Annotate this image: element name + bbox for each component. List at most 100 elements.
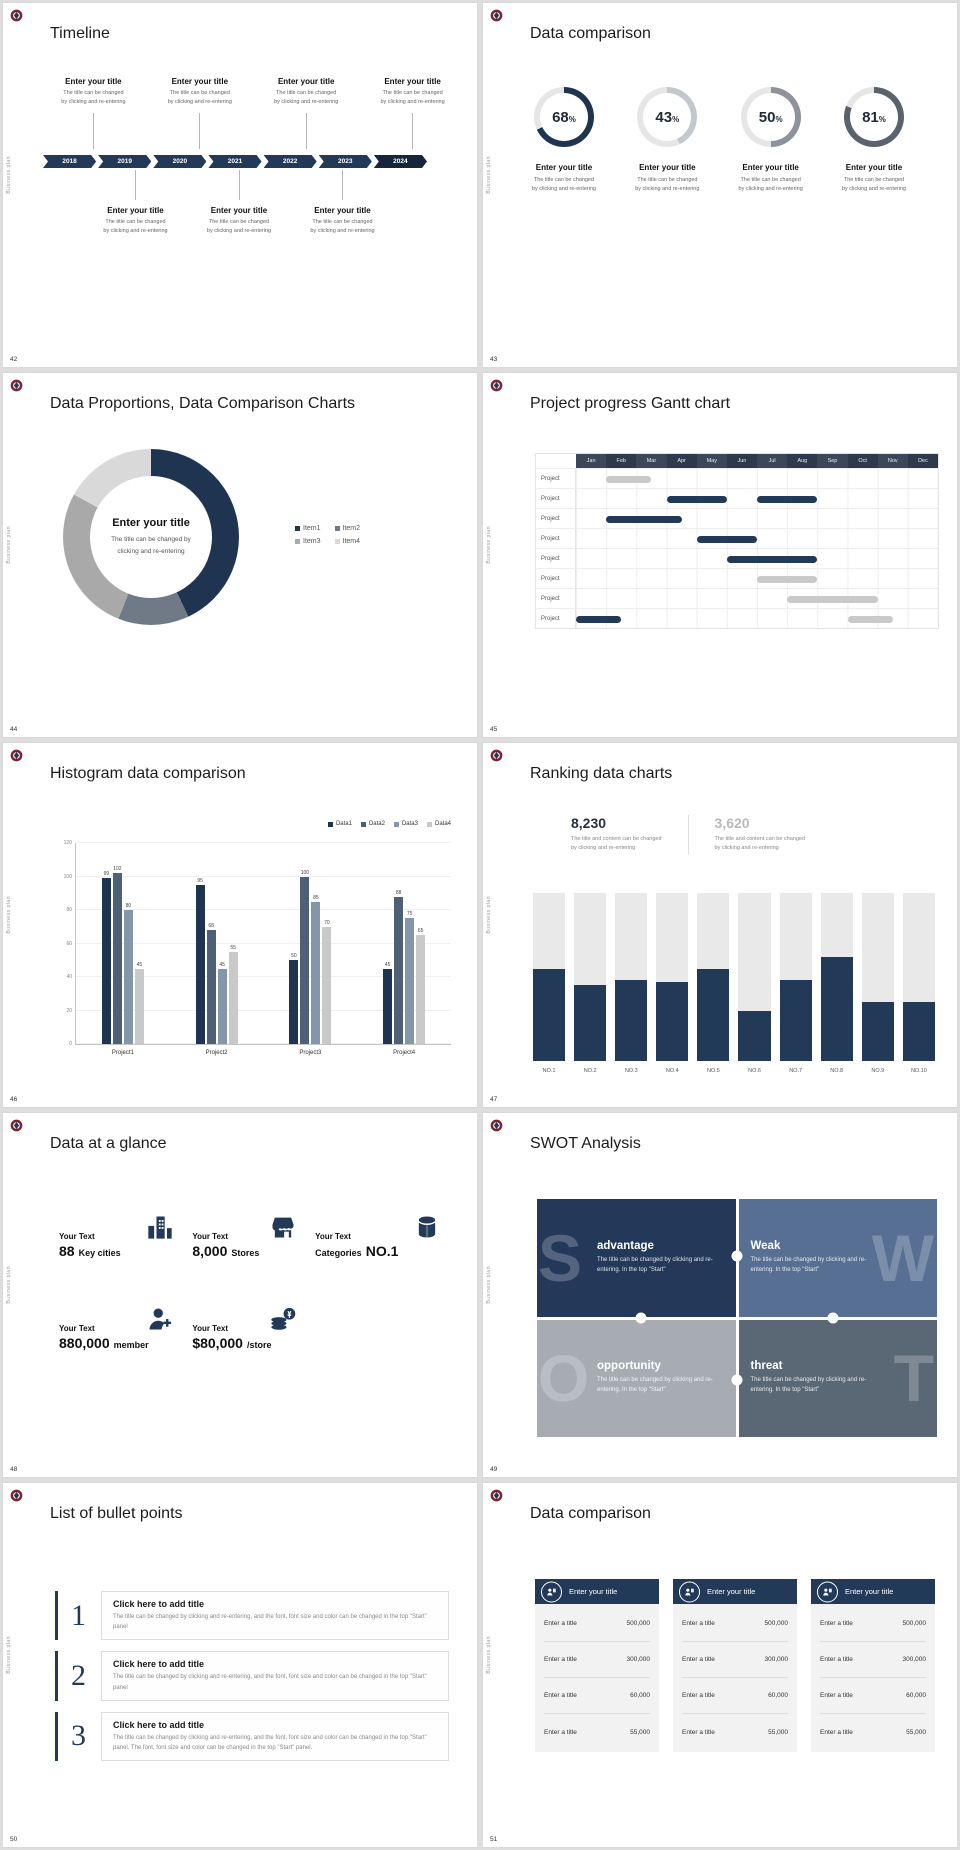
gantt-bar [606, 515, 682, 523]
bullet-content: Click here to add title The title can be … [101, 1711, 449, 1762]
category-label: NO.7 [789, 1068, 803, 1074]
slide-42-timeline[interactable]: Business plan 42 Timeline Enter your tit… [2, 2, 478, 368]
gantt-row-track [576, 569, 938, 588]
bar-value-label: 99 [103, 871, 110, 878]
row-label: Enter a title [682, 1620, 715, 1627]
logo-icon [10, 1489, 23, 1502]
gantt-row: Project [536, 568, 938, 588]
ranking-bar: NO.9 [861, 893, 894, 1074]
category-label: NO.10 [910, 1068, 927, 1074]
swot-heading: opportunity [597, 1360, 661, 1373]
gantt-month-label: Jan [576, 454, 607, 468]
y-axis-tick: 60 [66, 940, 72, 947]
bar-track [574, 893, 607, 1061]
timeline-year-label: 2023 [319, 155, 372, 168]
presenter-icon [541, 1581, 562, 1602]
glance-grid: Your Text 88 Key cities Your Text 8,000 Store… [59, 1213, 441, 1353]
gantt-row-track [576, 609, 938, 628]
slide-44-data-proportions[interactable]: Business plan 44 Data Proportions, Data … [2, 372, 478, 738]
legend-label: Item1 [303, 525, 321, 532]
row-value: 60,000 [768, 1692, 788, 1699]
gantt-row-label: Project [536, 509, 576, 528]
bar-fill [738, 1010, 771, 1061]
row-value: 300,000 [764, 1656, 789, 1663]
timeline-item-title: Enter your title [314, 206, 371, 215]
slide-51-data-comparison-cards[interactable]: Business plan 51 Data comparison Enter y… [482, 1482, 958, 1848]
y-axis-tick: 40 [66, 974, 72, 981]
slide-title: Project progress Gantt chart [530, 395, 731, 412]
legend-label: Item2 [342, 525, 361, 532]
ranking-bar: NO.1 [533, 893, 566, 1074]
slide-48-data-at-a-glance[interactable]: Business plan 48 Data at a glance Your T… [2, 1112, 478, 1478]
stat-text: by clicking and re-entering [738, 186, 803, 193]
logo-icon [490, 379, 503, 392]
legend-item: Data2 [360, 821, 385, 827]
stat-item: Your Text 88 Key cities [59, 1213, 174, 1261]
ranking-bar: NO.8 [820, 893, 853, 1074]
slide-50-bullet-points[interactable]: Business plan 50 List of bullet points 1… [2, 1482, 478, 1848]
y-axis-tick: 100 [63, 873, 72, 880]
stat-text: The title can be changed [637, 177, 698, 183]
side-label: Business plan [6, 155, 12, 194]
slide-title: Ranking data charts [530, 765, 673, 782]
money-coins-icon [269, 1305, 297, 1333]
slide-47-ranking-charts[interactable]: Business plan 47 Ranking data charts 8,2… [482, 742, 958, 1108]
ranking-bar: NO.4 [656, 893, 689, 1074]
gantt-row-label: Project [536, 569, 576, 588]
page-number: 45 [490, 726, 498, 733]
bar-value-label: 68 [208, 923, 214, 930]
bar-group: 99 102 80 45 Project1 [101, 843, 144, 1056]
timeline-item-text: The title can be changed [312, 219, 373, 225]
legend-swatch [360, 821, 366, 827]
gantt-bar [696, 535, 757, 543]
stat-text: by clicking and re-entering [714, 845, 779, 852]
row-label: Enter a title [682, 1728, 715, 1736]
card-header: Enter your title [673, 1579, 797, 1604]
donut-value: 43% [637, 87, 697, 147]
gantt-row-track [576, 489, 938, 508]
slide-title: Data comparison [530, 1505, 651, 1522]
ranking-bar: NO.6 [738, 893, 771, 1074]
stat-value: $80,000 [192, 1335, 243, 1351]
gantt-month-label: Nov [877, 454, 908, 468]
stat-text: by clicking and re-entering [531, 186, 597, 193]
bar-value-label: 95 [197, 877, 203, 884]
bar-fill [533, 968, 566, 1061]
bullet-list: 1 Click here to add title The title can be… [55, 1591, 449, 1772]
bullet-heading: Click here to add title [113, 1599, 205, 1609]
gantt-row-label: Project [536, 609, 576, 628]
bar-group: 45 88 75 65 Project4 [383, 843, 426, 1056]
bar-track [861, 893, 894, 1061]
stat-item: Your Text 880,000 member [59, 1305, 174, 1353]
category-boxes-icon [413, 1213, 441, 1241]
gantt-month-label: Oct [847, 454, 878, 468]
gridline [76, 942, 451, 944]
row-label: Enter a title [544, 1692, 577, 1699]
logo-icon [10, 379, 23, 392]
ranking-stat-primary: 8,230 The title and content can be chang… [571, 815, 688, 854]
bar: 70 [322, 920, 332, 1044]
bar-track [902, 893, 935, 1061]
slide-45-gantt-chart[interactable]: Business plan 45 Project progress Gantt … [482, 372, 958, 738]
category-label: NO.1 [542, 1068, 556, 1074]
gantt-bar [757, 575, 818, 583]
bar: 65 [416, 928, 426, 1044]
category-label: NO.2 [583, 1068, 597, 1074]
stat-title: Enter your title [845, 163, 903, 172]
row-label: Enter a title [544, 1728, 577, 1736]
bullet-number: 3 [55, 1711, 91, 1762]
logo-icon [10, 1119, 23, 1132]
y-axis-tick: 20 [66, 1007, 72, 1014]
ranking-bar: NO.7 [779, 893, 812, 1074]
slide-43-data-comparison[interactable]: Business plan 43 Data comparison 68% Ente… [482, 2, 958, 368]
stat-text: by clicking and re-entering [841, 186, 907, 193]
stat-value: 88 [59, 1243, 75, 1259]
gantt-month-label: Aug [787, 454, 818, 468]
slide-46-histogram[interactable]: Business plan 46 Histogram data comparis… [2, 742, 478, 1108]
percent-sign: % [878, 115, 886, 124]
bullet-number: 1 [55, 1591, 91, 1641]
bar-fill [820, 956, 853, 1061]
stat-label: Your Text [315, 1232, 351, 1241]
data-row: Enter a title 300,000 [544, 1642, 650, 1678]
